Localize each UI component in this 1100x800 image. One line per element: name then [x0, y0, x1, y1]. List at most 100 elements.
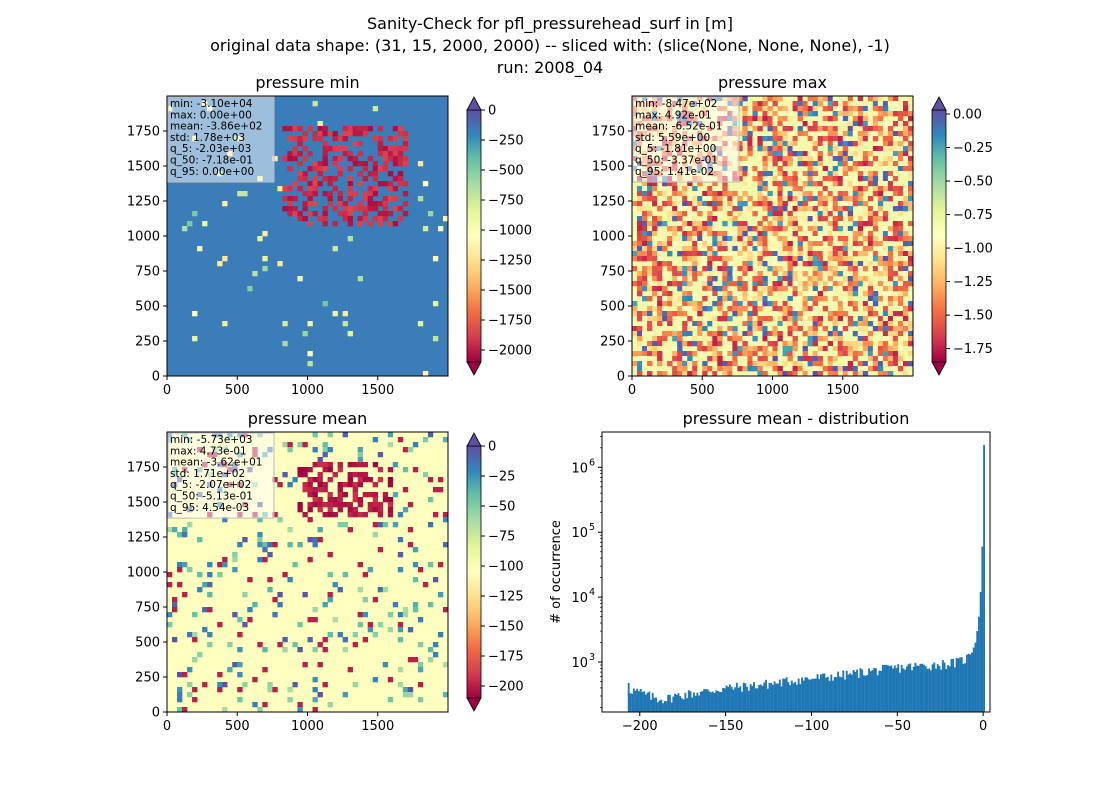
y-tick-label: 750: [135, 601, 160, 616]
histogram-bar: [976, 631, 979, 712]
histogram-bar: [639, 689, 642, 712]
histogram-bar: [888, 666, 891, 712]
histogram-bar: [924, 666, 927, 712]
histogram-bar: [632, 688, 635, 712]
histogram-bar: [849, 673, 852, 712]
histogram-bar: [862, 675, 865, 712]
histogram-bar: [636, 688, 639, 712]
histogram-bar: [744, 683, 747, 712]
histogram-bar: [773, 681, 776, 712]
histogram-bar: [792, 683, 795, 712]
histogram-bar: [974, 642, 977, 712]
histogram-bar: [785, 677, 788, 712]
histogram-bar: [749, 684, 752, 712]
y-tick-label: 1000: [127, 566, 160, 581]
histogram-bar: [905, 666, 908, 712]
colorbar-tick-label: −500: [488, 164, 524, 179]
colorbar: 0 −25 −50 −75 −100 −125 −150 −175 −200: [466, 432, 524, 712]
pressure-mean-distribution-panel: pressure mean - distribution −200 −150 −100…: [549, 409, 991, 734]
histogram-bar: [850, 674, 853, 712]
histogram-bar: [871, 670, 874, 712]
histogram-bar: [727, 686, 730, 712]
histogram-bar: [655, 697, 658, 712]
histogram-bar: [972, 647, 975, 712]
histogram-bar: [638, 691, 640, 712]
histogram-bar: [799, 684, 802, 712]
y-tick-label: 500: [135, 636, 160, 651]
stats-line: max: 4.73e-01: [170, 445, 247, 457]
histogram-bar: [902, 668, 905, 712]
histogram-bar: [766, 688, 769, 712]
histogram-bar: [916, 665, 919, 712]
histogram-bar: [962, 664, 965, 712]
histogram-bar: [802, 680, 805, 712]
histogram-bar: [761, 685, 764, 712]
histogram-bar: [945, 668, 948, 712]
colorbar-bar: [466, 109, 482, 363]
histogram-bar: [816, 674, 819, 712]
x-tick-label: 1000: [291, 383, 324, 398]
y-tick-label: 0: [152, 370, 160, 385]
histogram-bar: [804, 677, 807, 712]
y-tick-label: 1250: [127, 195, 160, 210]
pressure-max-panel: pressure max 0 500 1000 1500 0 250 500 750 1000 12…: [592, 73, 993, 398]
histogram-bar: [914, 662, 917, 712]
colorbar-tick-label: −125: [488, 590, 524, 605]
histogram-bar: [648, 691, 651, 712]
x-tick-label: 500: [225, 719, 250, 734]
histogram-bar: [782, 678, 785, 712]
colorbar-tick-label: −175: [488, 650, 524, 665]
histogram-bar: [662, 703, 664, 712]
stats-line: max: 0.00e+00: [170, 109, 252, 121]
histogram-bar: [911, 670, 913, 712]
y-tick-label: 250: [600, 335, 625, 350]
histogram-bar: [651, 693, 654, 712]
x-tick-label: 500: [225, 383, 250, 398]
histogram-bar: [955, 657, 958, 712]
colorbar-tick-label: −200: [488, 680, 524, 695]
histogram-bar: [859, 668, 862, 712]
histogram-bar: [929, 670, 932, 712]
histogram-bar: [696, 692, 699, 712]
histogram-bar: [735, 682, 738, 712]
y-tick-label: 10: [571, 526, 588, 541]
histogram-bar: [950, 659, 953, 712]
histogram-bar: [895, 668, 898, 712]
histogram-bar: [692, 692, 695, 712]
colorbar-extend-max: [466, 96, 482, 111]
histogram-bar: [789, 685, 791, 712]
stats-line: max: 4.92e-01: [635, 109, 712, 121]
histogram-bar: [747, 690, 750, 712]
panel-title: pressure mean: [248, 409, 368, 428]
x-tick-label: 0: [163, 383, 171, 398]
colorbar-extend-max: [931, 96, 947, 111]
stats-line: mean: -3.62e+01: [170, 457, 262, 469]
x-tick-label: 1000: [756, 383, 789, 398]
colorbar-tick-label: −100: [488, 560, 524, 575]
histogram-bar: [943, 662, 946, 712]
histogram-bar: [919, 663, 922, 712]
histogram-bar: [729, 684, 731, 712]
histogram-bar: [644, 694, 647, 712]
histogram-bar: [732, 689, 735, 712]
histogram-bar: [790, 680, 793, 712]
histogram-bar: [730, 686, 733, 712]
histogram-bar: [713, 692, 716, 712]
histogram-bar: [837, 671, 840, 712]
histogram-bar: [646, 692, 649, 712]
histogram-bar: [832, 680, 834, 712]
colorbar-tick-label: −1.00: [953, 242, 993, 257]
y-tick-label: 0: [617, 370, 625, 385]
panel-title: pressure max: [718, 73, 827, 92]
histogram-bar: [883, 664, 886, 712]
y-tick-label: 1000: [592, 230, 625, 245]
histogram-bar: [723, 688, 726, 712]
histogram-bar: [680, 698, 683, 712]
y-tick-label: 1500: [592, 160, 625, 175]
histogram-bar: [845, 670, 848, 712]
histogram-bar: [847, 674, 850, 712]
histogram-bar: [720, 692, 723, 712]
colorbar-tick-label: −2000: [488, 344, 532, 359]
figure-title-line-1: Sanity-Check for pfl_pressurehead_surf i…: [367, 14, 733, 34]
histogram-bar: [948, 666, 951, 712]
